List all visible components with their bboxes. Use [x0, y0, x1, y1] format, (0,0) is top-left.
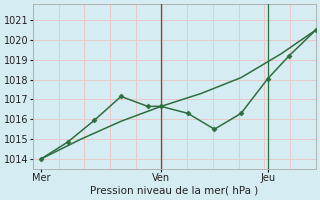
X-axis label: Pression niveau de la mer( hPa ): Pression niveau de la mer( hPa ) [90, 186, 259, 196]
